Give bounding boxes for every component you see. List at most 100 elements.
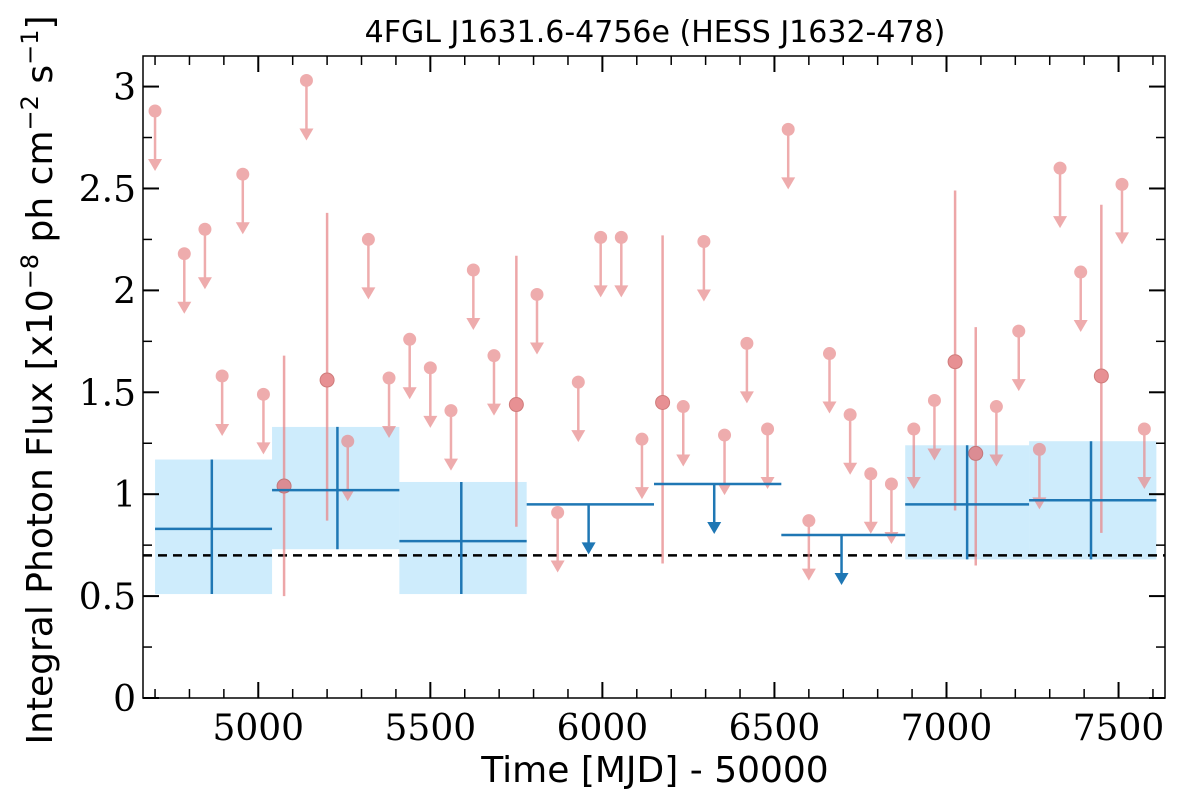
fine-upper-limit-point-3 — [215, 369, 229, 383]
fine-upper-limit-16 — [550, 506, 565, 573]
x-tick-label: 5500 — [385, 708, 477, 749]
fine-upper-limit-point-22 — [697, 234, 711, 248]
y-tick-label: 3 — [113, 68, 136, 109]
y-axis-label-suffix: ] — [20, 15, 61, 29]
fine-upper-limit-head-33 — [927, 448, 942, 461]
fine-upper-limit-25 — [760, 422, 775, 489]
fine-upper-limit-head-39 — [1114, 232, 1129, 245]
fine-detection-point-1 — [319, 372, 335, 388]
y-tick-label: 2.5 — [79, 169, 136, 210]
fine-detection-point-5 — [968, 445, 984, 461]
fine-upper-limit-point-25 — [761, 422, 775, 436]
fine-upper-limit-point-39 — [1115, 177, 1129, 191]
fine-upper-limit-point-9 — [382, 371, 396, 385]
fine-upper-limit-14 — [486, 349, 501, 416]
fine-detection-point-3 — [655, 394, 671, 410]
fine-upper-limit-2 — [197, 222, 212, 290]
x-tick-label: 6000 — [557, 708, 649, 749]
y-tick-label: 0 — [113, 679, 136, 720]
x-tick-label: 7000 — [901, 708, 993, 749]
error-band-0 — [155, 459, 273, 595]
fine-upper-limit-head-24 — [739, 391, 754, 404]
coarse-detection-2 — [399, 481, 527, 595]
coarse-detection-1 — [272, 426, 400, 550]
fine-upper-limit-point-34 — [989, 400, 1003, 414]
x-tick-label: 7500 — [1073, 708, 1165, 749]
fine-upper-limit-point-21 — [676, 400, 690, 414]
fine-detection-6 — [1093, 204, 1109, 533]
coarse-upper-limit-head-2 — [834, 572, 849, 585]
fine-detection-5 — [968, 327, 984, 566]
fine-upper-limit-17 — [571, 375, 586, 443]
coarse-upper-limit-2 — [781, 533, 906, 585]
fine-upper-limit-head-3 — [215, 423, 230, 436]
plot-frame — [142, 55, 1166, 699]
fine-upper-limit-7 — [340, 434, 355, 502]
fine-upper-limit-head-28 — [822, 401, 837, 414]
y-tick-label: 1 — [113, 475, 136, 516]
fine-detection-1 — [319, 212, 335, 521]
fine-upper-limit-head-8 — [361, 287, 376, 300]
fine-upper-limit-head-0 — [148, 159, 163, 172]
y-axis-label-mid: ph cm — [20, 130, 61, 253]
y-axis-label-exp1: −8 — [16, 254, 44, 289]
fine-upper-limit-point-29 — [843, 408, 857, 422]
fine-upper-limit-point-24 — [740, 336, 754, 350]
plot-inner — [143, 73, 1165, 597]
fine-upper-limit-point-18 — [594, 230, 608, 244]
fine-upper-limit-head-18 — [593, 285, 608, 298]
fine-upper-limit-point-2 — [198, 222, 212, 236]
error-band-1 — [272, 426, 400, 550]
y-axis-label: Integral Photon Flux [x10−8 ph cm−2 s−1] — [16, 15, 61, 744]
x-axis-label: Time [MJD] - 50000 — [480, 750, 828, 791]
fine-upper-limit-head-12 — [443, 458, 458, 471]
fine-detection-point-6 — [1093, 368, 1109, 384]
plot-area: 5000 5500 6000 6500 7000 7500 0 0.5 1 1.5 2 2.5 3 — [79, 55, 1166, 749]
fine-upper-limit-head-14 — [486, 403, 501, 416]
fine-upper-limit-point-27 — [802, 514, 816, 528]
fine-upper-limit-10 — [402, 332, 417, 400]
fine-upper-limit-point-20 — [635, 432, 649, 446]
fine-upper-limit-head-29 — [843, 462, 858, 475]
fine-upper-limit-point-32 — [907, 422, 921, 436]
fine-upper-limit-point-19 — [614, 230, 628, 244]
fine-upper-limit-30 — [863, 467, 878, 534]
y-tick-label: 2 — [113, 271, 136, 312]
fine-upper-limit-29 — [843, 408, 858, 475]
fine-upper-limit-20 — [634, 432, 649, 500]
fine-upper-limit-33 — [927, 393, 942, 461]
fine-upper-limit-point-14 — [487, 349, 501, 363]
fine-upper-limit-22 — [696, 234, 711, 302]
fine-upper-limit-point-10 — [403, 332, 417, 346]
fine-upper-limit-point-16 — [551, 506, 565, 520]
fine-upper-limit-point-12 — [444, 404, 458, 418]
fine-upper-limit-head-37 — [1053, 216, 1068, 229]
fine-upper-limit-point-37 — [1053, 161, 1067, 175]
fine-upper-limit-5 — [256, 387, 271, 455]
y-tick-label: 0.5 — [79, 577, 136, 618]
fine-upper-limit-point-11 — [423, 361, 437, 375]
fine-upper-limit-0 — [148, 104, 163, 172]
fine-upper-limit-head-27 — [801, 568, 816, 581]
fine-detection-2 — [508, 255, 524, 527]
fine-upper-limit-11 — [423, 361, 438, 428]
fine-upper-limit-12 — [443, 404, 458, 471]
x-tick-label: 5000 — [212, 708, 304, 749]
fine-upper-limit-head-5 — [256, 442, 271, 455]
fine-upper-limit-point-30 — [864, 467, 878, 481]
fine-upper-limit-point-28 — [822, 347, 836, 361]
fine-upper-limit-head-19 — [614, 285, 629, 298]
fine-upper-limit-head-22 — [696, 289, 711, 302]
coarse-detection-3 — [905, 445, 1030, 560]
fine-upper-limit-head-16 — [550, 560, 565, 573]
fine-upper-limit-head-13 — [466, 318, 481, 330]
fine-upper-limit-head-9 — [382, 426, 397, 439]
fine-upper-limit-13 — [466, 263, 481, 330]
fine-upper-limit-head-6 — [299, 128, 314, 141]
fine-upper-limit-head-30 — [863, 521, 878, 534]
coarse-detection-4 — [1029, 441, 1157, 560]
chart-title: 4FGL J1631.6-4756e (HESS J1632-478) — [365, 15, 946, 50]
fine-upper-limit-3 — [215, 369, 230, 436]
fine-upper-limit-39 — [1114, 177, 1129, 245]
